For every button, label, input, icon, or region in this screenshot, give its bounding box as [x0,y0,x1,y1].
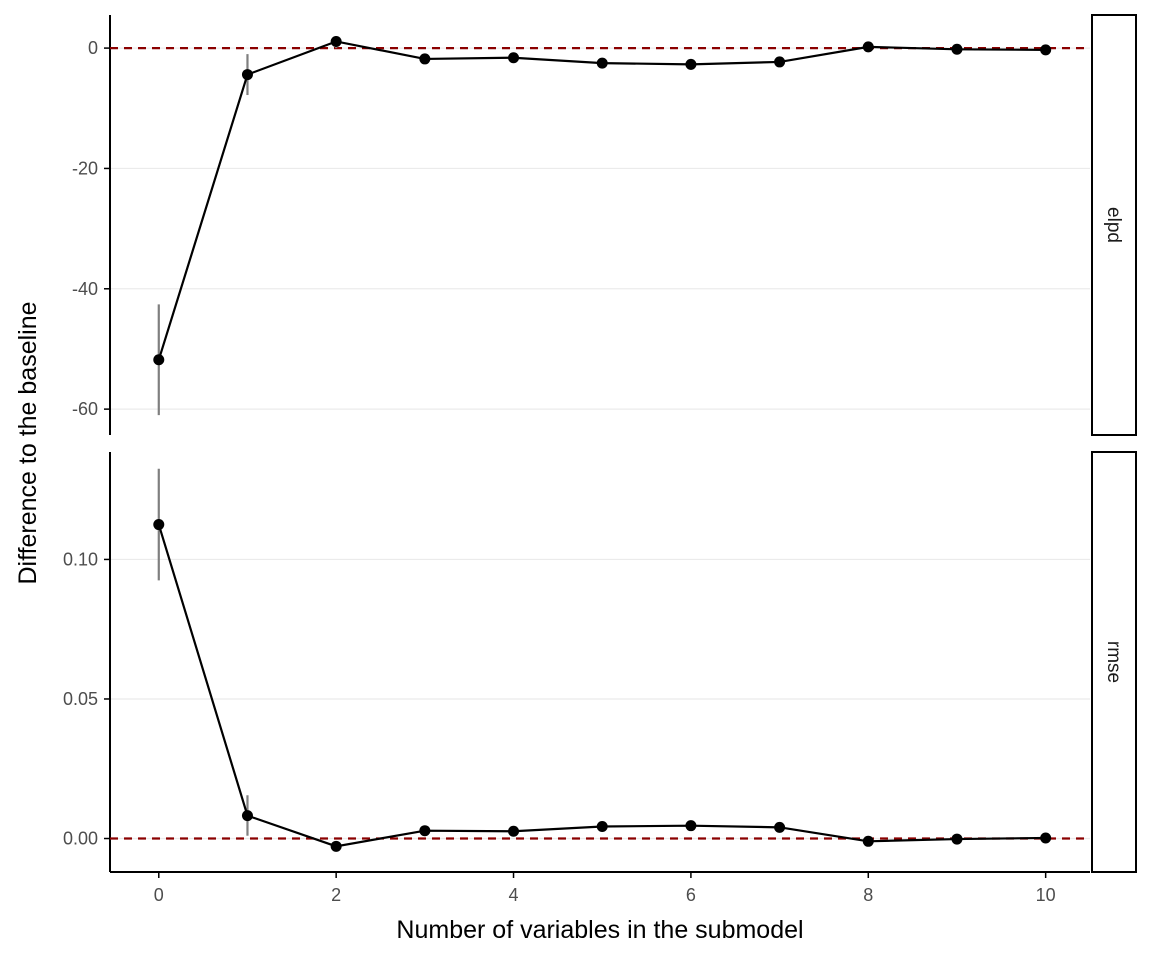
panel-elpd: 0 -20 -40 -60 elpd [72,14,1137,436]
data-point-rmse-4 [508,825,520,837]
x-tick-label-0: 0 [154,885,164,905]
x-axis-title: Number of variables in the submodel [396,916,803,944]
data-point-elpd-3 [419,53,431,65]
x-tick-label-5: 10 [1036,885,1056,905]
data-point-elpd-7 [774,56,786,68]
data-point-elpd-5 [596,57,608,69]
y-tick-label-elpd-1: -20 [72,158,98,178]
x-tick-label-2: 4 [509,885,519,905]
x-axis: 0 2 4 6 8 10 [110,871,1090,905]
data-point-elpd-4 [508,52,520,64]
data-point-elpd-0 [153,354,165,366]
y-tick-label-rmse-0: 0.00 [63,829,98,849]
data-point-rmse-5 [596,821,608,833]
strip-label-elpd: elpd [1103,207,1124,243]
x-tick-label-4: 8 [863,885,873,905]
data-point-elpd-6 [685,58,697,70]
data-point-rmse-9 [951,833,963,845]
data-point-rmse-2 [330,840,342,852]
strip-rmse [1091,451,1137,873]
data-point-rmse-10 [1040,832,1052,844]
data-point-rmse-3 [419,825,431,837]
strip-label-rmse: rmse [1103,641,1124,683]
y-tick-label-elpd-2: -40 [72,279,98,299]
data-point-elpd-2 [330,35,342,47]
x-tick-label-1: 2 [331,885,341,905]
data-point-elpd-8 [862,41,874,53]
data-point-rmse-8 [862,835,874,847]
y-axis-title: Difference to the baseline [14,301,42,584]
data-point-elpd-9 [951,43,963,55]
y-tick-label-elpd-0: 0 [88,38,98,58]
data-point-elpd-1 [241,69,253,81]
strip-elpd [1091,14,1137,436]
data-point-rmse-6 [685,820,697,832]
y-tick-label-rmse-2: 0.10 [63,549,98,569]
panel-rmse: 0.00 0.05 0.10 rmse [63,451,1137,873]
data-point-rmse-0 [153,519,165,531]
y-tick-label-elpd-3: -60 [72,399,98,419]
data-point-rmse-1 [241,810,253,822]
data-point-rmse-7 [774,821,786,833]
data-point-elpd-10 [1040,44,1052,56]
y-tick-label-rmse-1: 0.05 [63,689,98,709]
facet-panels: 0 -20 -40 -60 elpd 0.00 0.05 0.10 rmse [63,14,1137,873]
x-tick-label-3: 6 [686,885,696,905]
